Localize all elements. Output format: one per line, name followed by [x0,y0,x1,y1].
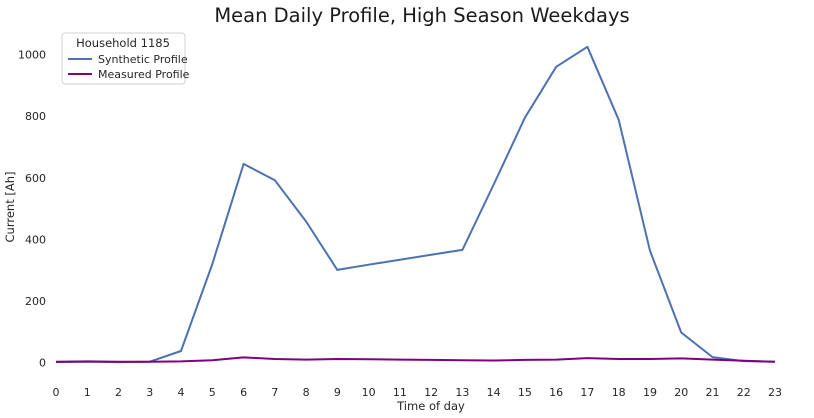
y-axis-ticks: 0 200 400 600 800 1000 [18,48,46,369]
y-tick-label: 800 [25,110,46,123]
x-tick-label: 19 [643,386,657,399]
series-line-2 [55,356,776,363]
series-lines [55,45,776,364]
x-tick-label: 8 [303,386,310,399]
y-tick-label: 200 [25,295,46,308]
x-tick-label: 5 [209,386,216,399]
x-tick-label: 9 [334,386,341,399]
x-axis-ticks: 0 1 2 3 4 5 6 7 8 9 10 11 12 13 14 15 16 17 18 19 20 21 22 23 [53,386,783,399]
x-tick-label: 11 [393,386,407,399]
x-tick-label: 10 [362,386,376,399]
x-tick-label: 0 [53,386,60,399]
legend-frame [61,32,186,85]
x-tick-label: 15 [518,386,532,399]
x-tick-label: 4 [178,386,185,399]
x-tick-label: 1 [84,386,91,399]
x-tick-label: 20 [674,386,688,399]
legend-title: Household 1185 [76,36,170,50]
legend-entry-label: Measured Profile [98,68,190,81]
x-tick-label: 12 [424,386,438,399]
x-tick-label: 16 [549,386,563,399]
y-tick-label: 1000 [18,48,46,61]
x-tick-label: 6 [240,386,247,399]
series-line-1 [55,45,776,364]
x-tick-label: 3 [146,386,153,399]
legend-entry-label: Synthetic Profile [98,53,188,66]
x-tick-label: 23 [768,386,782,399]
y-axis-label: Current [Ah] [3,172,17,243]
chart-title: Mean Daily Profile, High Season Weekdays [214,4,629,27]
x-tick-label: 21 [705,386,719,399]
x-tick-label: 22 [737,386,751,399]
x-axis-label: Time of day [396,399,465,413]
x-tick-label: 14 [487,386,501,399]
x-tick-label: 17 [580,386,594,399]
x-tick-label: 18 [612,386,626,399]
x-tick-label: 13 [455,386,469,399]
legend: Household 1185 Synthetic Profile Measured… [61,32,190,85]
y-tick-label: 400 [25,233,46,246]
x-tick-label: 7 [271,386,278,399]
y-tick-label: 0 [39,357,46,370]
y-tick-label: 600 [25,172,46,185]
x-tick-label: 2 [115,386,122,399]
